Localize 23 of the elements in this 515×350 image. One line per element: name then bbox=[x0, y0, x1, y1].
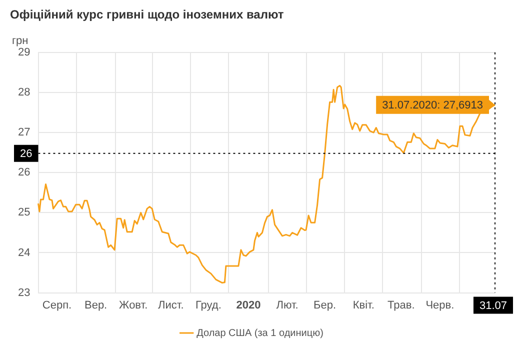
x-tick-label: Лист. bbox=[158, 299, 184, 312]
y-tick-label: 24 bbox=[18, 246, 30, 259]
y-tick-label: 23 bbox=[18, 286, 30, 299]
y-tick-label: 27 bbox=[18, 126, 30, 139]
y-tick-label: 26 bbox=[18, 166, 30, 179]
y-tick-label: 28 bbox=[18, 86, 30, 98]
x-tick-label: Трав. bbox=[388, 299, 415, 312]
x-tick-label: Лют. bbox=[276, 299, 298, 312]
x-tick-label: Черв. bbox=[426, 299, 454, 312]
y-axis-title: грн bbox=[12, 34, 28, 47]
x-tick-label: Серп. bbox=[42, 299, 72, 312]
y-tick-label: 25 bbox=[18, 206, 30, 219]
legend-label: Долар США (за 1 одиницю) bbox=[196, 328, 324, 339]
x-tick-label: 31.07 bbox=[479, 300, 507, 312]
chart-title: Офіційний курс гривні щодо іноземних валют bbox=[10, 8, 284, 22]
x-tick-label: Груд. bbox=[195, 299, 222, 312]
x-tick-label: Бер. bbox=[314, 299, 336, 312]
x-tick-label: Жовт. bbox=[119, 299, 148, 312]
annotation: 31.07.2020: 27,6913 bbox=[382, 99, 484, 112]
x-tick-label: Вер. bbox=[84, 299, 108, 312]
x-tick-label: 2020 bbox=[236, 299, 261, 312]
y-tick-label: 29 bbox=[18, 46, 30, 58]
x-tick-label: Квіт. bbox=[352, 299, 374, 312]
